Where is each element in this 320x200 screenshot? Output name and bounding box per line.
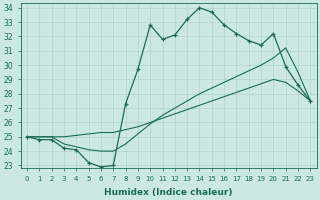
X-axis label: Humidex (Indice chaleur): Humidex (Indice chaleur) — [104, 188, 233, 197]
